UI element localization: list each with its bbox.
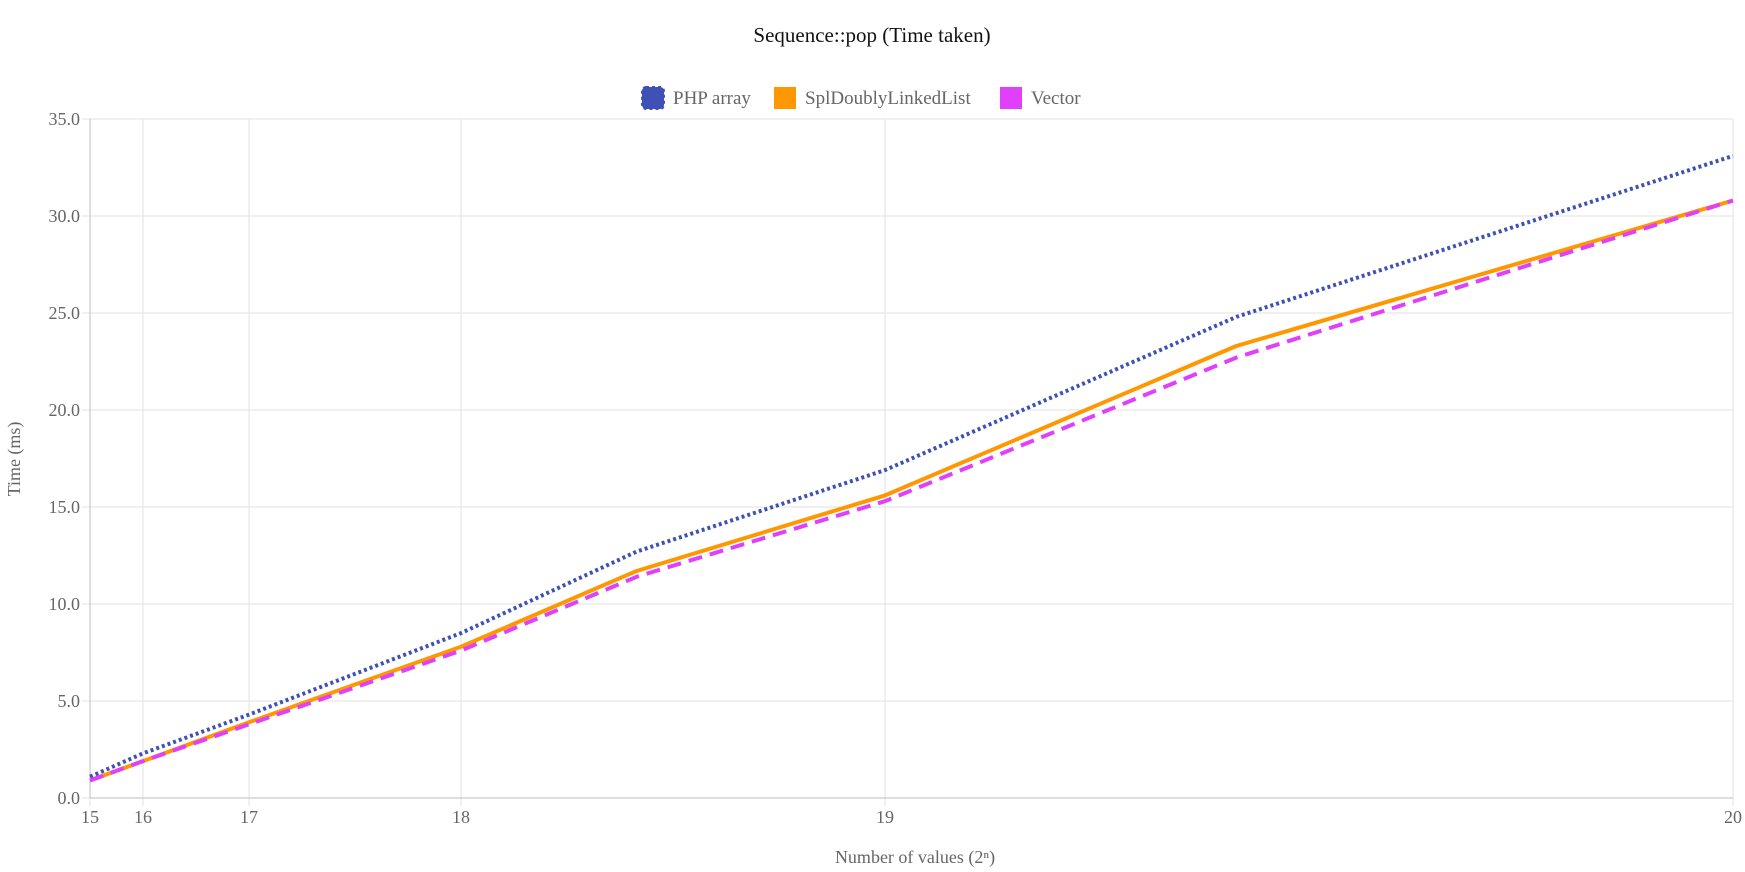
legend-item-vector[interactable]: Vector: [1000, 87, 1081, 109]
x-axis-title: Number of values (2ⁿ): [835, 847, 995, 868]
legend-item-php-array[interactable]: PHP array: [641, 86, 751, 110]
y-axis-title: Time (ms): [4, 422, 25, 497]
y-tick-label: 15.0: [49, 497, 81, 517]
y-tick-label: 30.0: [49, 206, 81, 226]
x-tick-label: 20: [1724, 807, 1742, 827]
y-tick-label: 35.0: [49, 109, 81, 129]
legend-swatch-vector: [1000, 87, 1022, 109]
y-tick-label: 0.0: [58, 788, 81, 808]
chart-title: Sequence::pop (Time taken): [753, 23, 990, 47]
grid: [82, 118, 1734, 806]
y-tick-label: 10.0: [49, 594, 81, 614]
legend-swatch-spldoublylinkedlist: [774, 87, 796, 109]
legend-swatch-php-array: [641, 86, 665, 110]
y-tick-label: 20.0: [49, 400, 81, 420]
series-line-vector[interactable]: [89, 198, 1734, 783]
legend-item-spldoublylinkedlist[interactable]: SplDoublyLinkedList: [774, 87, 971, 109]
x-tick-label: 16: [134, 807, 152, 827]
x-tick-label: 17: [240, 807, 258, 827]
x-axis-ticks: 15 16 17 18 19 20: [81, 807, 1742, 827]
x-tick-label: 19: [876, 807, 894, 827]
legend-label-php-array: PHP array: [673, 88, 751, 109]
y-tick-label: 5.0: [58, 691, 81, 711]
series-lines: [89, 153, 1734, 783]
y-axis-ticks: 0.0 5.0 10.0 15.0 20.0 25.0 30.0 35.0: [49, 109, 81, 808]
legend: PHP array SplDoublyLinkedList Vector: [641, 86, 1081, 110]
series-line-php-array[interactable]: [89, 153, 1734, 779]
legend-label-vector: Vector: [1031, 88, 1081, 109]
x-tick-label: 15: [81, 807, 99, 827]
y-tick-label: 25.0: [49, 303, 81, 323]
x-tick-label: 18: [452, 807, 470, 827]
legend-label-spldoublylinkedlist: SplDoublyLinkedList: [805, 88, 971, 109]
